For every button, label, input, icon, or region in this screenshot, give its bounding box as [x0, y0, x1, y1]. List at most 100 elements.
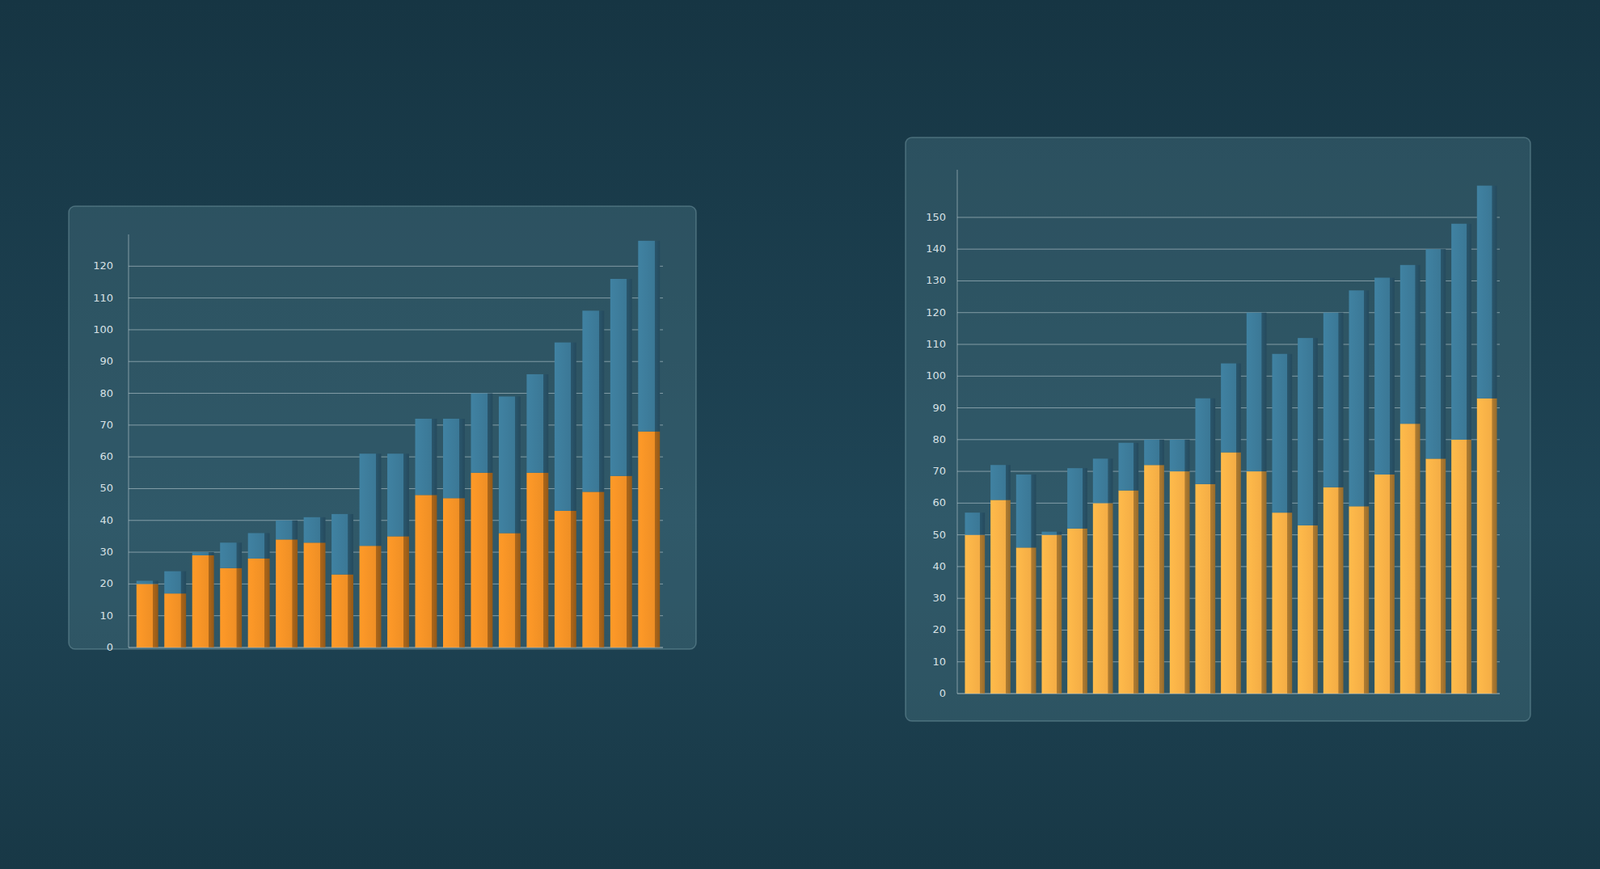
bar-segment	[303, 517, 326, 543]
y-tick-label: 80	[99, 387, 114, 400]
bar-segment	[990, 499, 1011, 694]
bar-segment	[470, 393, 493, 473]
bar-segment	[1451, 223, 1472, 440]
bar-segment	[1246, 312, 1267, 472]
bar-segment	[359, 453, 382, 546]
bar-segment	[1220, 363, 1242, 453]
panel	[905, 137, 1531, 722]
y-tick-label: 50	[99, 481, 114, 494]
bar-segment	[1374, 474, 1395, 694]
bar-segment	[1067, 528, 1088, 694]
bar-segment	[219, 542, 242, 568]
bar-segment	[136, 583, 159, 648]
grid-line	[957, 693, 1500, 695]
y-tick-label: 70	[99, 418, 114, 431]
bar-segment	[1194, 484, 1216, 694]
bar-segment	[498, 532, 521, 648]
y-tick-label: 40	[932, 560, 946, 573]
bar-segment	[1348, 290, 1369, 507]
baseline	[957, 693, 1500, 695]
y-tick-label: 120	[925, 306, 946, 319]
bar-segment	[192, 552, 215, 556]
bar-segment	[219, 568, 242, 648]
bar-segment	[637, 240, 660, 432]
y-tick-label: 90	[932, 401, 946, 414]
y-tick-label: 10	[99, 609, 114, 622]
bar-segment	[1118, 490, 1139, 694]
bar-segment	[1477, 185, 1498, 399]
bar-segment	[1169, 471, 1191, 694]
y-tick-label: 150	[925, 211, 946, 224]
bar-segment	[303, 542, 326, 648]
bar-segment	[990, 464, 1011, 500]
grid-line	[128, 647, 663, 649]
background	[0, 0, 1600, 869]
y-tick-label: 40	[99, 514, 114, 527]
bar-segment	[1477, 398, 1498, 694]
panel	[68, 206, 697, 650]
grid-line	[128, 265, 663, 267]
bar-segment	[1425, 249, 1446, 459]
bar-segment	[1400, 265, 1421, 424]
bar-segment	[582, 491, 604, 648]
y-tick-label: 70	[932, 464, 946, 478]
bar-segment	[331, 514, 354, 575]
bar-segment	[1246, 471, 1267, 694]
y-tick-label: 20	[932, 623, 946, 636]
bar-segment	[1144, 464, 1165, 694]
bar-segment	[1400, 423, 1421, 694]
canvas: 0102030405060708090100110120010203040506…	[0, 0, 1600, 869]
bar-segment	[387, 453, 410, 537]
bar-segment	[498, 396, 521, 533]
y-tick-label: 10	[932, 655, 946, 668]
bar-segment	[526, 472, 549, 648]
bar-segment	[1297, 525, 1318, 694]
bar-segment	[275, 539, 298, 648]
bar-segment	[554, 510, 577, 648]
bar-segment	[554, 342, 577, 511]
bar-segment	[443, 418, 465, 499]
bar-segment	[526, 374, 549, 473]
chart-svg: 0102030405060708090100110120010203040506…	[0, 0, 1600, 869]
bar-segment	[1041, 531, 1062, 536]
bars	[964, 185, 1497, 694]
bar-segment	[1194, 398, 1216, 485]
y-tick-label: 0	[106, 641, 114, 654]
bar-segment	[1093, 502, 1114, 694]
bar-segment	[1323, 487, 1344, 694]
bar-segment	[964, 512, 985, 535]
bar-segment	[1144, 439, 1165, 465]
bar-segment	[248, 558, 271, 648]
bar-segment	[1271, 354, 1292, 513]
bar-segment	[1323, 312, 1344, 488]
bar-segment	[1348, 506, 1369, 694]
bar-segment	[359, 545, 382, 648]
y-tick-label: 30	[932, 591, 946, 604]
y-tick-label: 50	[932, 528, 946, 541]
bar-segment	[248, 532, 271, 558]
bars	[136, 240, 660, 648]
y-tick-label: 80	[932, 433, 946, 446]
y-tick-label: 60	[99, 450, 114, 463]
bar-segment	[275, 520, 298, 541]
y-tick-label: 120	[92, 259, 114, 272]
bar-segment	[164, 593, 186, 648]
bar-segment	[387, 536, 410, 648]
bar-segment	[415, 418, 438, 495]
bar-segment	[610, 476, 633, 648]
y-tick-label: 110	[92, 291, 114, 304]
y-tick-label: 110	[925, 337, 946, 351]
bar-segment	[192, 555, 215, 648]
grid-line	[957, 216, 1500, 218]
bar-segment	[1374, 278, 1395, 475]
bar-segment	[136, 580, 159, 584]
bar-segment	[1297, 337, 1318, 526]
y-tick-label: 60	[932, 496, 946, 509]
y-axis	[957, 169, 959, 694]
bar-segment	[1118, 443, 1139, 491]
bar-segment	[1220, 452, 1242, 694]
bar-segment	[415, 494, 438, 648]
chart: 0102030405060708090100110120130140150	[905, 137, 1531, 722]
bar-segment	[1451, 439, 1472, 694]
baseline	[128, 647, 663, 649]
